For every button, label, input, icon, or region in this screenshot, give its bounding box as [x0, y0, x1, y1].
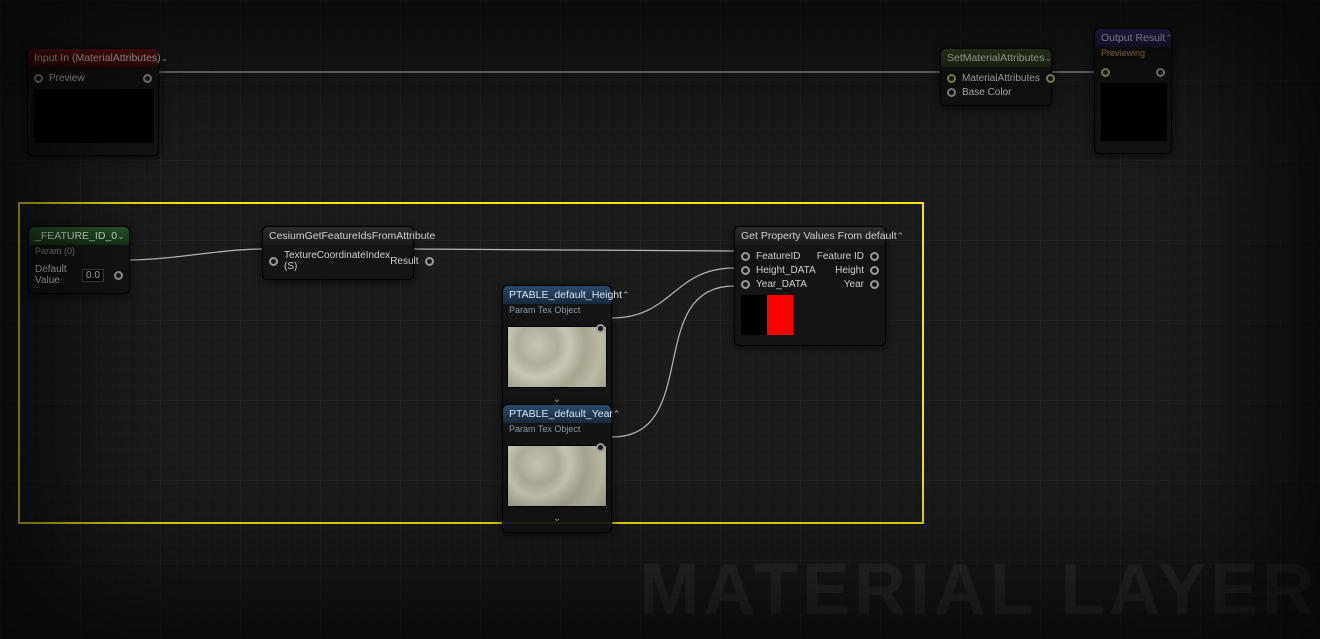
pin-out[interactable]: [870, 280, 879, 289]
node-header[interactable]: _FEATURE_ID_0 ⌄: [29, 227, 129, 245]
pin-in[interactable]: [34, 74, 43, 83]
node-subtitle: Param Tex Object: [503, 304, 611, 318]
pin-out[interactable]: [870, 252, 879, 261]
pin-label: MaterialAttributes: [962, 73, 1040, 84]
pin-label: Result: [390, 256, 418, 267]
chevron-down-icon[interactable]: ⌄: [161, 53, 169, 64]
pin-label: Base Color: [962, 87, 1011, 98]
pin-label: Preview: [49, 73, 85, 84]
node-ptable-height[interactable]: PTABLE_default_Height ⌃ Param Tex Object…: [502, 285, 612, 414]
pin-out[interactable]: [596, 324, 605, 333]
chevron-up-icon[interactable]: ⌃: [897, 231, 905, 242]
texture-thumbnail: [507, 326, 607, 388]
preview-swatch: [741, 295, 879, 335]
node-set-material-attributes[interactable]: SetMaterialAttributes ⌄ MaterialAttribut…: [940, 48, 1052, 106]
node-header[interactable]: Input In (MaterialAttributes) ⌄: [28, 49, 158, 67]
chevron-up-icon[interactable]: ⌃: [622, 290, 630, 301]
pin-in[interactable]: [1101, 68, 1110, 77]
pin-label: Height: [835, 265, 864, 276]
pin-in[interactable]: [741, 266, 750, 275]
node-ptable-year[interactable]: PTABLE_default_Year ⌃ Param Tex Object ⌄: [502, 404, 612, 533]
preview-thumbnail: [34, 89, 154, 143]
pin-out[interactable]: [1046, 74, 1055, 83]
pin-out[interactable]: [143, 74, 152, 83]
chevron-up-icon[interactable]: ⌃: [613, 409, 621, 420]
pin-out[interactable]: [870, 266, 879, 275]
default-value-input[interactable]: 0.0: [82, 269, 104, 282]
pin-label: TextureCoordinateIndex (S): [284, 250, 390, 272]
pin-label: Year_DATA: [756, 279, 807, 290]
pin-in[interactable]: [947, 74, 956, 83]
pin-label: Year: [844, 279, 864, 290]
pin-label: Default Value: [35, 264, 78, 286]
node-cesium-get-feature-ids[interactable]: CesiumGetFeatureIdsFromAttribute Texture…: [262, 226, 414, 280]
node-title: PTABLE_default_Year: [509, 408, 613, 420]
node-header[interactable]: Output Result ⌃: [1095, 29, 1171, 47]
node-subtitle: Param Tex Object: [503, 423, 611, 437]
pin-in[interactable]: [947, 88, 956, 97]
node-header[interactable]: Get Property Values From default ⌃: [735, 227, 885, 245]
node-subtitle: Previewing: [1095, 47, 1171, 61]
pin-out[interactable]: [425, 257, 434, 266]
node-input-materialattributes[interactable]: Input In (MaterialAttributes) ⌄ Preview: [27, 48, 159, 156]
preview-thumbnail: [1101, 83, 1167, 141]
pin-label: Feature ID: [817, 251, 864, 262]
node-title: Input In (MaterialAttributes): [34, 52, 161, 64]
node-title: _FEATURE_ID_0: [35, 230, 117, 242]
node-title: SetMaterialAttributes: [947, 52, 1044, 64]
node-header[interactable]: PTABLE_default_Height ⌃: [503, 286, 611, 304]
chevron-down-icon[interactable]: ⌄: [117, 231, 125, 242]
watermark-text: MATERIAL LAYER: [639, 549, 1318, 631]
node-header[interactable]: PTABLE_default_Year ⌃: [503, 405, 611, 423]
pin-in[interactable]: [741, 280, 750, 289]
pin-out[interactable]: [596, 443, 605, 452]
node-feature-id-param[interactable]: _FEATURE_ID_0 ⌄ Param (0) Default Value …: [28, 226, 130, 294]
node-header[interactable]: CesiumGetFeatureIdsFromAttribute: [263, 227, 413, 245]
pin-in[interactable]: [269, 257, 278, 266]
pin-out[interactable]: [1156, 68, 1165, 77]
node-title: CesiumGetFeatureIdsFromAttribute: [269, 230, 435, 242]
node-subtitle: Param (0): [29, 245, 129, 259]
node-header[interactable]: SetMaterialAttributes ⌄: [941, 49, 1051, 67]
pin-label: Height_DATA: [756, 265, 816, 276]
pin-in[interactable]: [741, 252, 750, 261]
chevron-down-icon[interactable]: ⌄: [1044, 53, 1052, 64]
chevron-up-icon[interactable]: ⌃: [1165, 33, 1173, 44]
node-output-result[interactable]: Output Result ⌃ Previewing: [1094, 28, 1172, 154]
texture-thumbnail: [507, 445, 607, 507]
node-get-property-values[interactable]: Get Property Values From default ⌃ Featu…: [734, 226, 886, 346]
node-title: PTABLE_default_Height: [509, 289, 622, 301]
pin-label: FeatureID: [756, 251, 800, 262]
node-title: Get Property Values From default: [741, 230, 897, 242]
chevron-down-icon[interactable]: ⌄: [503, 511, 611, 526]
pin-out[interactable]: [114, 271, 123, 280]
node-title: Output Result: [1101, 32, 1165, 44]
